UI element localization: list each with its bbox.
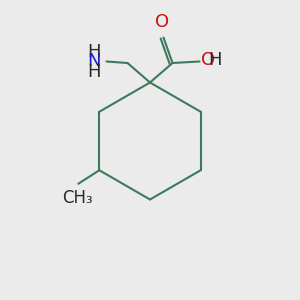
Text: H: H — [88, 63, 101, 81]
Text: H: H — [208, 51, 222, 69]
Text: O: O — [201, 51, 215, 69]
Text: H: H — [88, 43, 101, 61]
Text: O: O — [155, 13, 169, 31]
Text: N: N — [88, 52, 101, 70]
Text: CH₃: CH₃ — [62, 189, 93, 207]
